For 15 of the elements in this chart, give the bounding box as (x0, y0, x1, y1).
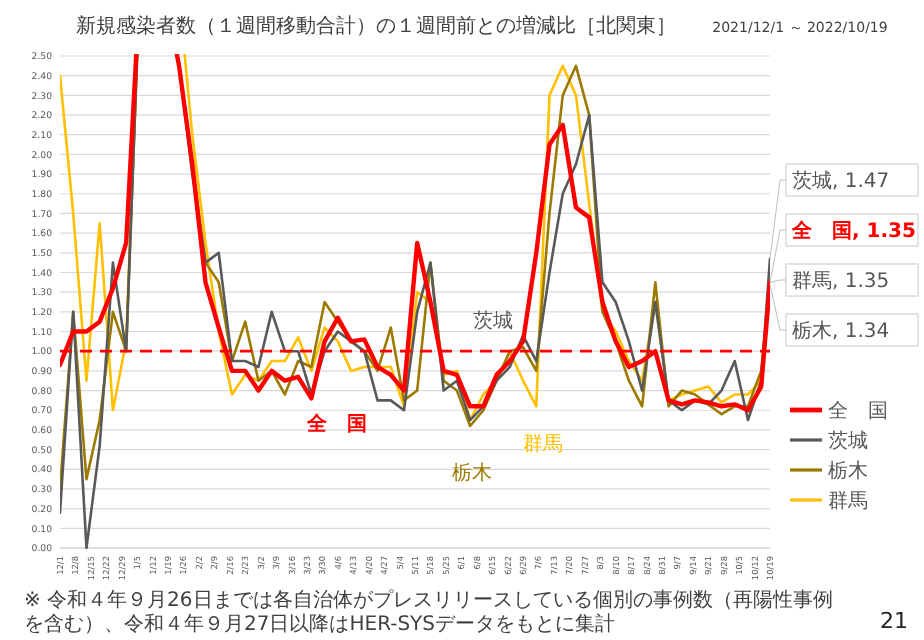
annotation: 栃木 (451, 461, 492, 486)
annotation: 茨城 (473, 308, 514, 333)
text: 21 (880, 608, 908, 634)
chart-title: 新規感染者数（１週間移動合計）の１週間前との増減比［北関東］ (76, 14, 676, 38)
legend-label: 茨城 (828, 429, 868, 453)
annotation: 全 国 (304, 411, 367, 436)
legend-label: 群馬 (828, 489, 868, 513)
legend-label: 栃木 (828, 459, 868, 483)
text: ※ 令和４年９月26日までは各自治体がプレスリリースしている個別の事例数（再陽性事例を含む）、令和４年９月27日以降はHER-SYSデータをもとに集計 (24, 588, 833, 636)
annotation: 群馬 (522, 431, 563, 456)
data-label: 全 国, 1.35 (790, 219, 916, 243)
data-label: 茨城, 1.47 (792, 169, 890, 193)
legend-label: 全 国 (828, 399, 888, 423)
data-label: 群馬, 1.35 (792, 269, 890, 293)
data-label: 栃木, 1.34 (792, 319, 890, 343)
